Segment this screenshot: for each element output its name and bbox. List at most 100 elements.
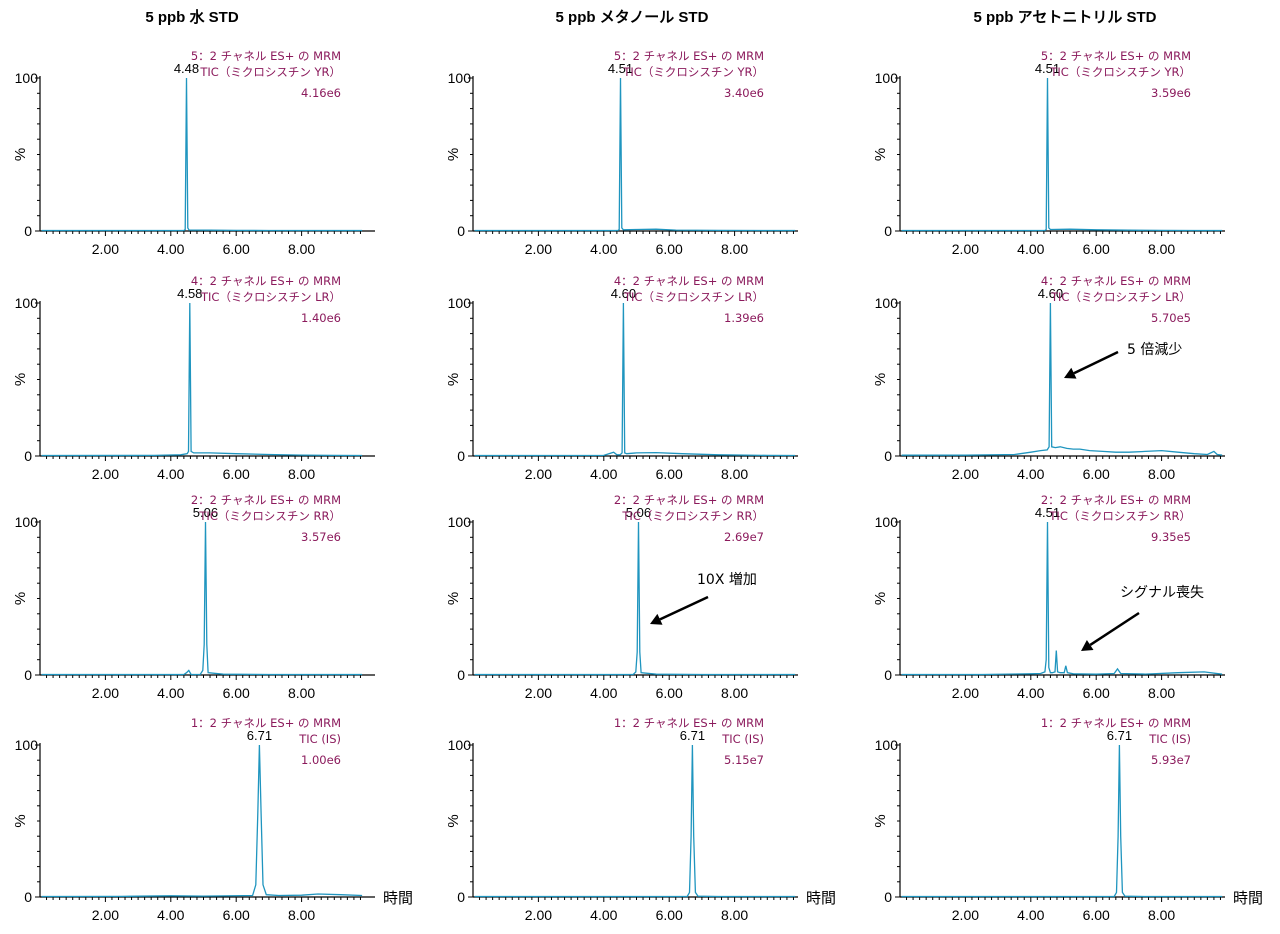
annotation-arrowhead: [1081, 640, 1094, 651]
y-tick-label-0: 0: [457, 667, 465, 683]
chromatogram-trace: [41, 302, 363, 457]
x-tick-label-4.00: 4.00: [157, 907, 184, 923]
y-tick-label-100: 100: [15, 737, 39, 753]
y-tick-label-100: 100: [448, 295, 472, 311]
chromatogram-trace: [474, 77, 796, 232]
chromatogram-trace: [901, 521, 1223, 676]
y-tick-label-100: 100: [875, 514, 899, 530]
y-axis-label: %: [872, 814, 889, 827]
panel-r4-c1: 0 100% 2.00 4.00 6.00 8.00 6.711：2 チャネル ES+ の …: [12, 716, 413, 923]
compound-label: TIC (IS): [721, 732, 764, 746]
channel-label: 1：2 チャネル ES+ の MRM: [191, 716, 341, 730]
chromatogram-trace: [474, 744, 796, 898]
x-tick-label-6.00: 6.00: [223, 685, 250, 701]
peak-label: 4.60: [1038, 286, 1063, 301]
channel-label: 2：2 チャネル ES+ の MRM: [1041, 493, 1191, 507]
compound-label: TIC（ミクロシスチン LR）: [200, 290, 341, 304]
y-axis-label: %: [12, 592, 29, 605]
x-tick-label-8.00: 8.00: [1148, 466, 1175, 482]
panel-r1-c2: 0 100% 2.00 4.00 6.00 8.00 4.515：2 チャネル ES+ の …: [445, 49, 798, 257]
annotation-arrow: [1073, 350, 1119, 375]
compound-label: TIC（ミクロシスチン YR）: [622, 65, 764, 79]
x-axis-label: 時間: [1233, 889, 1263, 907]
x-tick-label-2.00: 2.00: [525, 685, 552, 701]
y-tick-label-100: 100: [875, 70, 899, 86]
y-tick-label-0: 0: [884, 223, 892, 239]
y-tick-label-100: 100: [448, 737, 472, 753]
y-tick-label-0: 0: [24, 889, 32, 905]
x-tick-label-8.00: 8.00: [288, 466, 315, 482]
y-tick-label-100: 100: [448, 70, 472, 86]
y-tick-label-0: 0: [24, 223, 32, 239]
y-tick-label-0: 0: [457, 889, 465, 905]
annotation-label: シグナル喪失: [1120, 585, 1204, 601]
x-tick-label-4.00: 4.00: [1017, 241, 1044, 257]
annotation-arrow: [1089, 611, 1140, 647]
x-tick-label-2.00: 2.00: [525, 466, 552, 482]
y-tick-label-0: 0: [884, 889, 892, 905]
peak-label: 4.48: [174, 61, 199, 76]
chromatogram-trace: [41, 744, 363, 898]
x-axis-label: 時間: [383, 889, 413, 907]
panel-r1-c3: 0 100% 2.00 4.00 6.00 8.00 4.515：2 チャネル ES+ の …: [872, 49, 1225, 257]
x-tick-label-2.00: 2.00: [92, 907, 119, 923]
y-tick-label-0: 0: [884, 667, 892, 683]
x-tick-label-8.00: 8.00: [721, 685, 748, 701]
peak-label: 4.51: [1035, 61, 1060, 76]
y-axis-label: %: [872, 592, 889, 605]
x-tick-label-4.00: 4.00: [157, 241, 184, 257]
panel-r3-c2: 0 100% 2.00 4.00 6.00 8.00 5.062：2 チャネル ES+ の …: [445, 493, 798, 701]
compound-label: TIC（ミクロシスチン LR）: [623, 290, 764, 304]
column-title-methanol: 5 ppb メタノール STD: [556, 9, 709, 26]
compound-label: TIC（ミクロシスチン RR）: [198, 509, 341, 523]
peak-label: 4.51: [608, 61, 633, 76]
y-tick-label-0: 0: [24, 448, 32, 464]
column-title-acetonitrile: 5 ppb アセトニトリル STD: [973, 9, 1156, 26]
column-titles: 5 ppb 水 STD 5 ppb メタノール STD 5 ppb アセトニトリ…: [145, 8, 1156, 26]
x-tick-label-2.00: 2.00: [525, 907, 552, 923]
peak-label: 4.51: [1035, 505, 1060, 520]
channel-label: 5：2 チャネル ES+ の MRM: [614, 49, 764, 63]
y-axis-label: %: [445, 148, 462, 161]
x-tick-label-8.00: 8.00: [1148, 241, 1175, 257]
x-tick-label-4.00: 4.00: [157, 466, 184, 482]
x-tick-label-6.00: 6.00: [656, 466, 683, 482]
compound-label: TIC（ミクロシスチン YR）: [199, 65, 341, 79]
y-tick-label-100: 100: [15, 514, 39, 530]
x-tick-label-4.00: 4.00: [1017, 685, 1044, 701]
intensity-label: 1.40e6: [301, 311, 341, 325]
y-axis-label: %: [12, 148, 29, 161]
compound-label: TIC（ミクロシスチン LR）: [1050, 290, 1191, 304]
peak-label: 5.06: [626, 505, 651, 520]
x-tick-label-8.00: 8.00: [721, 241, 748, 257]
x-tick-label-6.00: 6.00: [223, 907, 250, 923]
panels: 0 100% 2.00 4.00 6.00 8.00 4.48 5：2 チャネル ES+ の …: [12, 49, 1263, 923]
y-axis-label: %: [12, 814, 29, 827]
channel-label: 2：2 チャネル ES+ の MRM: [191, 493, 341, 507]
peak-label: 4.58: [177, 286, 202, 301]
x-tick-label-6.00: 6.00: [223, 241, 250, 257]
peak-label: 4.60: [611, 286, 636, 301]
x-tick-label-4.00: 4.00: [590, 241, 617, 257]
intensity-label: 3.40e6: [724, 86, 764, 100]
x-tick-label-6.00: 6.00: [656, 685, 683, 701]
x-tick-label-4.00: 4.00: [590, 907, 617, 923]
x-tick-label-8.00: 8.00: [1148, 685, 1175, 701]
compound-label: TIC（ミクロシスチン YR）: [1049, 65, 1191, 79]
panel-r3-c1: 0 100% 2.00 4.00 6.00 8.00 5.062：2 チャネル ES+ の …: [12, 493, 375, 701]
x-tick-label-8.00: 8.00: [1148, 907, 1175, 923]
x-tick-label-8.00: 8.00: [288, 907, 315, 923]
x-tick-label-4.00: 4.00: [1017, 466, 1044, 482]
peak-label: 6.71: [1107, 728, 1132, 743]
compound-label: TIC（ミクロシスチン RR）: [1048, 509, 1191, 523]
compound-label: TIC（ミクロシスチン RR）: [621, 509, 764, 523]
y-tick-label-0: 0: [457, 448, 465, 464]
channel-label: 4：2 チャネル ES+ の MRM: [191, 274, 341, 288]
x-tick-label-6.00: 6.00: [1083, 907, 1110, 923]
x-tick-label-6.00: 6.00: [656, 907, 683, 923]
channel-label: 1：2 チャネル ES+ の MRM: [614, 716, 764, 730]
chromatogram-trace: [474, 521, 796, 676]
y-axis-label: %: [445, 373, 462, 386]
column-title-water: 5 ppb 水 STD: [145, 8, 239, 26]
